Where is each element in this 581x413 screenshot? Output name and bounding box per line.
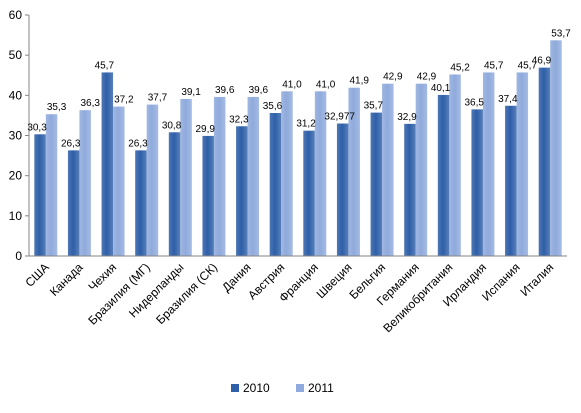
bar-2011-13 (449, 74, 461, 256)
bar-2011-9 (314, 91, 327, 256)
bar-2010-14 (471, 109, 483, 256)
y-tick-label: 60 (9, 8, 23, 22)
bar-2011-2 (79, 110, 91, 256)
data-label-2010-16: 46,9 (532, 56, 552, 67)
data-labels: 30,335,3 26,3 36,3 45,7 37,2 26,3 37,7 30,8 39,1… (27, 28, 571, 149)
bar-2010-16 (538, 67, 551, 257)
data-label-2011-10: 41,9 (349, 76, 369, 87)
data-label-2011-8: 41,0 (282, 79, 302, 90)
bar-2010-9 (303, 130, 315, 256)
bar-2010-3 (101, 72, 114, 256)
bar-2011-5 (180, 98, 192, 256)
y-tick-label: 50 (9, 48, 23, 62)
x-tick-label: Канада (47, 260, 86, 299)
data-label-2010-13: 40,1 (431, 83, 451, 94)
x-tick-label: США (22, 260, 51, 289)
y-tick-label: 30 (9, 129, 23, 143)
legend-swatch-2010 (231, 384, 239, 392)
x-tick-label: Бразилия (СК) (153, 260, 220, 327)
bar-2010-2 (67, 150, 80, 256)
bar-2011-11 (382, 83, 394, 256)
bar-2010-15 (505, 105, 517, 256)
y-tick-label: 20 (9, 169, 23, 183)
data-label-2010-12: 32,9 (397, 112, 417, 123)
data-label-2011-5: 39,1 (181, 87, 201, 98)
data-label-2010-2: 26,3 (61, 138, 81, 149)
data-label-2010-14: 36,5 (464, 97, 484, 108)
data-label-2011-13: 45,2 (450, 62, 470, 73)
data-label-2011-15: 45,7 (518, 60, 538, 71)
bar-2011-4 (146, 104, 159, 256)
bar-2010-10 (336, 123, 349, 256)
bar-2010-11 (370, 112, 383, 256)
data-label-2010-4: 26,3 (128, 138, 148, 149)
bar-2010-8 (269, 113, 282, 256)
bar-2010-4 (135, 150, 147, 256)
y-tick-label: 10 (9, 209, 23, 223)
data-label-2011-7: 39,6 (249, 85, 269, 96)
y-axis: 0 10 20 30 40 50 60 (9, 8, 30, 263)
bar-2010-13 (437, 94, 450, 257)
bar-2010-1 (34, 134, 46, 256)
legend: 2010 2011 (231, 381, 334, 395)
data-label-2011-6: 39,6 (215, 85, 235, 96)
bar-2010-6 (202, 135, 214, 256)
data-label-2011-3: 37,2 (114, 95, 134, 106)
data-label-2010-15: 37,4 (498, 94, 518, 105)
bar-2011-16 (550, 40, 562, 257)
legend-label-2010: 2010 (243, 381, 270, 395)
bar-2010-5 (168, 132, 181, 256)
bar-2011-6 (213, 96, 226, 256)
data-label-2010-11: 35,7 (364, 101, 384, 112)
bar-2010-7 (236, 126, 248, 256)
x-tick-label: Италия (518, 260, 557, 299)
data-label-2010-3: 45,7 (95, 60, 115, 71)
data-label-2010-8: 35,6 (263, 101, 283, 112)
data-label-2010-7: 32,3 (229, 114, 249, 125)
data-label-2011-11: 42,9 (383, 72, 403, 83)
legend-swatch-2011 (296, 384, 304, 392)
bar-2011-10 (348, 87, 360, 256)
data-label-2011-4: 37,7 (148, 93, 168, 104)
data-label-2010-6: 29,9 (195, 124, 215, 135)
y-tick-label: 40 (9, 88, 23, 102)
bars (34, 40, 562, 257)
bar-2011-8 (281, 91, 293, 256)
data-label-2010-1: 30,3 (27, 122, 47, 133)
bar-2011-15 (516, 72, 529, 256)
bar-2010-12 (404, 123, 416, 256)
data-label-2010-5: 30,8 (162, 120, 182, 131)
data-label-2011-16: 53,7 (551, 28, 571, 39)
data-label-2010-9: 31,2 (296, 119, 316, 130)
data-label-2011-2: 36,3 (80, 98, 100, 109)
data-label-2011-1: 35,3 (47, 102, 67, 113)
bar-2011-14 (482, 72, 495, 256)
data-label-2011-12: 42,9 (417, 72, 437, 83)
bar-2011-3 (113, 106, 125, 256)
bar-2011-12 (415, 83, 428, 256)
data-label-2010-10: 32,977 (324, 112, 355, 123)
bar-2011-7 (247, 96, 260, 256)
data-label-2011-14: 45,7 (484, 60, 504, 71)
y-tick-label: 0 (15, 249, 22, 263)
data-label-2011-9: 41,0 (316, 79, 336, 90)
bar-2011-1 (45, 114, 58, 257)
legend-label-2011: 2011 (308, 381, 334, 395)
